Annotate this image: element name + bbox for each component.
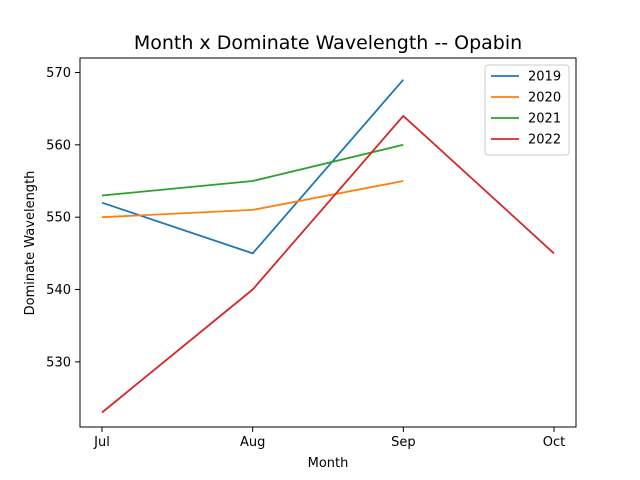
- legend-label-2020: 2020: [528, 91, 561, 106]
- series-line-2022: [101, 115, 555, 414]
- x-tick-label: Oct: [543, 435, 565, 450]
- y-tick-label: 530: [46, 355, 71, 370]
- x-tick-label: Jul: [93, 435, 110, 450]
- y-axis-label: Dominate Wavelength: [23, 171, 38, 316]
- legend-label-2022: 2022: [528, 133, 561, 148]
- y-tick-label: 550: [46, 211, 71, 226]
- x-axis-label: Month: [308, 456, 349, 471]
- x-tick-label: Sep: [391, 435, 416, 450]
- plot-area: Jul Aug Sep Oct 530 540 550 560 570: [46, 57, 577, 450]
- legend-label-2019: 2019: [528, 70, 561, 85]
- y-tick-label: 570: [46, 66, 71, 81]
- legend: 2019 2020 2021 2022: [484, 64, 570, 156]
- x-tick-label: Aug: [240, 435, 265, 450]
- y-tick-label: 560: [46, 138, 71, 153]
- chart-title: Month x Dominate Wavelength -- Opabin: [134, 32, 522, 54]
- axes-frame: [79, 57, 577, 428]
- y-tick-label: 540: [46, 283, 71, 298]
- legend-box: [484, 64, 570, 156]
- legend-label-2021: 2021: [528, 112, 561, 127]
